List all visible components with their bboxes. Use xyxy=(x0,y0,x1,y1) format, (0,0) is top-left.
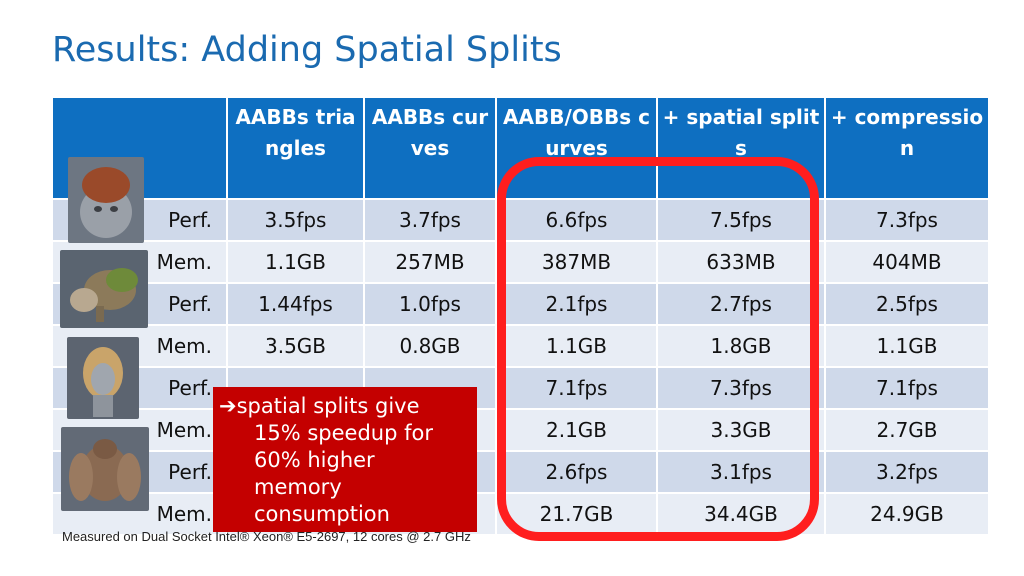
table-cell: 2.6fps xyxy=(495,450,658,494)
callout-line: memory xyxy=(254,475,342,499)
table-cell: 6.6fps xyxy=(495,198,658,242)
table-cell: 2.1GB xyxy=(495,408,658,452)
table-row: Perf. 1.44fps 1.0fps 2.1fps 2.7fps 2.5fp… xyxy=(51,282,990,326)
table-cell: 3.2fps xyxy=(824,450,990,494)
callout-line: 15% speedup for xyxy=(254,421,433,445)
table-cell: 7.3fps xyxy=(656,366,826,410)
table-cell: 3.7fps xyxy=(363,198,497,242)
table-cell: 3.3GB xyxy=(656,408,826,452)
table-cell: 257MB xyxy=(363,240,497,284)
model-hair-thumbnail xyxy=(67,337,139,419)
table-cell: 2.5fps xyxy=(824,282,990,326)
model-creature-thumbnail xyxy=(60,250,148,328)
table-cell: 3.5fps xyxy=(226,198,365,242)
model-bird-thumbnail xyxy=(61,427,149,511)
model-head-thumbnail xyxy=(68,157,144,243)
table-cell: 24.9GB xyxy=(824,492,990,536)
table-cell: 3.5GB xyxy=(226,324,365,368)
table-cell: 2.7GB xyxy=(824,408,990,452)
table-cell: 1.1GB xyxy=(824,324,990,368)
table-cell: 7.1fps xyxy=(824,366,990,410)
table-cell: 2.1fps xyxy=(495,282,658,326)
table-cell: 7.5fps xyxy=(656,198,826,242)
header-cell-aabbs-curves: AABBs curves xyxy=(363,96,497,200)
header-cell-aabbs-triangles: AABBs triangles xyxy=(226,96,365,200)
table-cell: 0.8GB xyxy=(363,324,497,368)
callout-line: spatial splits give xyxy=(236,394,420,418)
slide-title: Results: Adding Spatial Splits xyxy=(52,30,562,70)
table-cell: 1.0fps xyxy=(363,282,497,326)
table-cell: 2.7fps xyxy=(656,282,826,326)
callout-box: ➔spatial splits give 15% speedup for 60%… xyxy=(213,387,477,532)
table-cell: 7.3fps xyxy=(824,198,990,242)
table-cell: 633MB xyxy=(656,240,826,284)
table-cell: 3.1fps xyxy=(656,450,826,494)
table-cell: 1.8GB xyxy=(656,324,826,368)
footnote: Measured on Dual Socket Intel® Xeon® E5-… xyxy=(62,529,471,544)
table-cell: 404MB xyxy=(824,240,990,284)
table-cell: 1.1GB xyxy=(495,324,658,368)
table-cell: 7.1fps xyxy=(495,366,658,410)
highlight-ring xyxy=(497,157,819,541)
table-cell: 1.44fps xyxy=(226,282,365,326)
arrow-icon: ➔ xyxy=(219,394,237,418)
callout-line: 60% higher xyxy=(254,448,375,472)
header-cell-spatial-splits: + spatial splits xyxy=(656,96,826,200)
callout-line: consumption xyxy=(254,502,390,526)
table-cell: 1.1GB xyxy=(226,240,365,284)
table-row: Mem. 3.5GB 0.8GB 1.1GB 1.8GB 1.1GB xyxy=(51,324,990,368)
header-cell-compression: + compression xyxy=(824,96,990,200)
table-cell: 387MB xyxy=(495,240,658,284)
